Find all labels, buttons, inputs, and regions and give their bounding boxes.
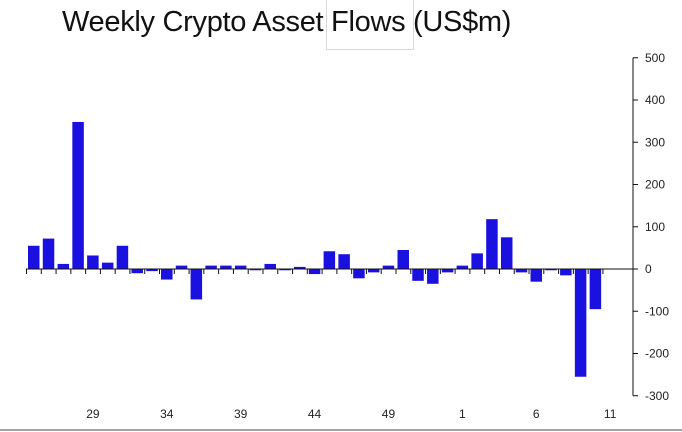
bar [382, 265, 395, 269]
bar [323, 251, 336, 269]
bar [294, 266, 306, 269]
bar [57, 263, 70, 269]
x-tick-label: 44 [308, 407, 322, 421]
bar [87, 255, 99, 269]
bar [220, 265, 232, 269]
x-ticks-group [26, 269, 604, 274]
bar [131, 269, 143, 274]
bar [338, 254, 350, 269]
bar [101, 262, 114, 269]
x-labels-group: 29 34 39 44 49 1 6 11 [86, 407, 617, 421]
bar [279, 269, 291, 271]
bar [205, 265, 217, 269]
title-selection-box [326, 0, 414, 50]
bar [545, 269, 557, 271]
bar [234, 265, 247, 269]
bar [456, 265, 469, 269]
bar [486, 219, 498, 269]
y-tick-label: 400 [645, 93, 665, 107]
bar [500, 237, 513, 269]
bar [515, 269, 528, 273]
y-tick-label: 500 [645, 51, 665, 65]
x-tick-label: 1 [459, 407, 466, 421]
bar [353, 269, 365, 279]
bars-group [28, 121, 602, 377]
y-tick-label: -300 [645, 389, 669, 403]
bar [161, 269, 173, 280]
bar [308, 269, 321, 275]
bar [42, 238, 55, 269]
bar [471, 253, 483, 269]
bar [397, 249, 409, 269]
y-tick-label: -100 [645, 304, 669, 318]
bar [589, 269, 602, 310]
y-tick-label: -200 [645, 347, 669, 361]
x-tick-label: 49 [382, 407, 396, 421]
bar [574, 269, 587, 377]
y-tick-label: 300 [645, 135, 665, 149]
bar [441, 269, 454, 273]
x-tick-label: 34 [160, 407, 174, 421]
bar [28, 245, 40, 269]
x-tick-label: 11 [604, 407, 617, 421]
y-tick-label: 100 [645, 220, 665, 234]
x-tick-label: 6 [533, 407, 540, 421]
y-ticks-group: 500 400 300 200 100 0 -100 -200 -300 [633, 51, 669, 403]
x-tick-label: 39 [234, 407, 248, 421]
y-tick-label: 0 [645, 262, 652, 276]
y-tick-label: 200 [645, 178, 665, 192]
bar [367, 269, 380, 273]
bar [560, 269, 572, 276]
bar [146, 269, 158, 272]
bar [249, 269, 262, 271]
bar [190, 269, 203, 300]
bar [72, 121, 84, 269]
bar [116, 245, 129, 269]
bar [264, 263, 276, 269]
bar [175, 265, 188, 269]
x-tick-label: 29 [86, 407, 100, 421]
bar [412, 269, 424, 281]
bar [530, 269, 543, 282]
chart-title: Weekly Crypto Asset Flows (US$m) [62, 6, 512, 38]
bar [427, 269, 439, 284]
